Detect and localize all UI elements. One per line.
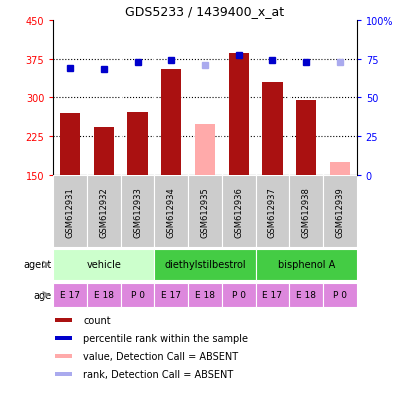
Bar — [255, 249, 356, 280]
Bar — [221, 283, 255, 307]
Bar — [289, 283, 322, 307]
Bar — [87, 176, 120, 248]
Bar — [53, 283, 87, 307]
Bar — [262, 83, 282, 176]
Text: E 17: E 17 — [262, 291, 282, 299]
Bar — [60, 114, 80, 176]
Text: GSM612932: GSM612932 — [99, 186, 108, 237]
Text: P 0: P 0 — [231, 291, 245, 299]
Text: E 17: E 17 — [60, 291, 80, 299]
Bar — [55, 336, 72, 340]
Text: GSM612939: GSM612939 — [335, 186, 344, 237]
Text: GSM612938: GSM612938 — [301, 186, 310, 237]
Bar — [53, 249, 154, 280]
Bar — [120, 176, 154, 248]
Bar — [127, 113, 147, 176]
Text: GSM612931: GSM612931 — [65, 186, 74, 237]
Text: GSM612933: GSM612933 — [133, 186, 142, 237]
Text: vehicle: vehicle — [86, 260, 121, 270]
Text: GSM612937: GSM612937 — [267, 186, 276, 237]
Bar — [87, 283, 120, 307]
Text: diethylstilbestrol: diethylstilbestrol — [164, 260, 245, 270]
Bar — [161, 70, 181, 176]
Bar — [255, 176, 289, 248]
Bar — [255, 283, 289, 307]
Text: GSM612935: GSM612935 — [200, 186, 209, 237]
Bar — [194, 125, 215, 176]
Bar — [228, 54, 248, 176]
Bar — [221, 176, 255, 248]
Text: E 18: E 18 — [195, 291, 214, 299]
Bar — [55, 318, 72, 323]
Bar — [55, 354, 72, 358]
Text: rank, Detection Call = ABSENT: rank, Detection Call = ABSENT — [83, 370, 233, 380]
Bar — [154, 249, 255, 280]
Text: P 0: P 0 — [130, 291, 144, 299]
Text: GSM612936: GSM612936 — [234, 186, 243, 237]
Text: P 0: P 0 — [332, 291, 346, 299]
Bar — [55, 372, 72, 377]
Text: E 18: E 18 — [295, 291, 315, 299]
Title: GDS5233 / 1439400_x_at: GDS5233 / 1439400_x_at — [125, 5, 284, 18]
Bar — [188, 176, 221, 248]
Bar — [94, 128, 114, 176]
Text: age: age — [34, 290, 52, 300]
Bar — [120, 283, 154, 307]
Bar — [53, 176, 87, 248]
Text: count: count — [83, 315, 110, 325]
Bar — [295, 101, 315, 176]
Bar — [322, 283, 356, 307]
Text: agent: agent — [23, 260, 52, 270]
Text: bisphenol A: bisphenol A — [277, 260, 334, 270]
Bar — [188, 283, 221, 307]
Bar — [322, 176, 356, 248]
Text: GSM612934: GSM612934 — [166, 186, 175, 237]
Text: E 17: E 17 — [161, 291, 181, 299]
Text: E 18: E 18 — [94, 291, 114, 299]
Bar — [154, 283, 188, 307]
Bar — [289, 176, 322, 248]
Text: value, Detection Call = ABSENT: value, Detection Call = ABSENT — [83, 351, 238, 361]
Text: percentile rank within the sample: percentile rank within the sample — [83, 333, 247, 343]
Bar — [329, 163, 349, 176]
Bar — [154, 176, 188, 248]
